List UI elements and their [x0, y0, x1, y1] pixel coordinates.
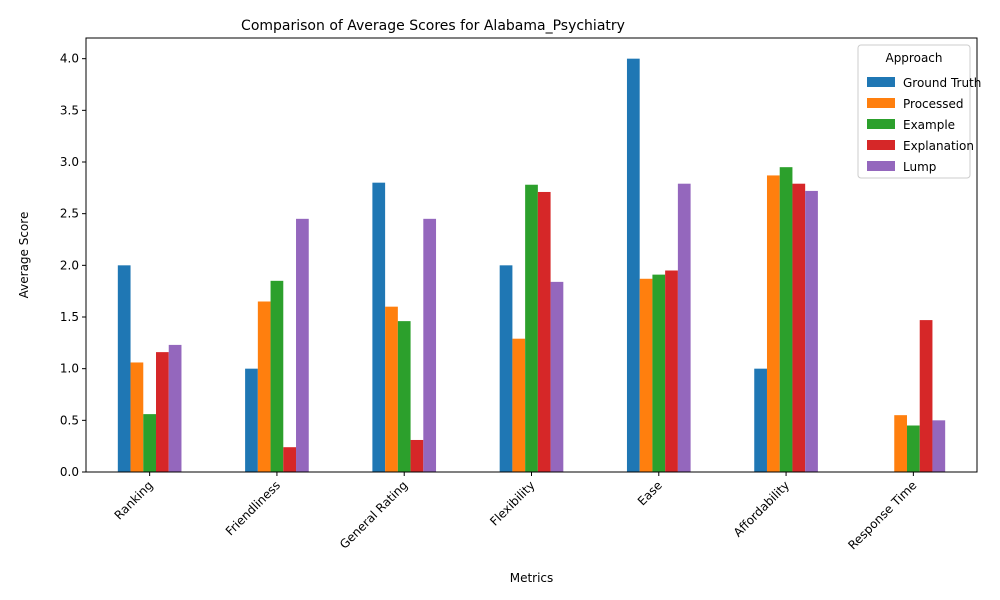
bar-ground-truth-flexibility: [499, 265, 513, 472]
y-tick-label: 3.5: [60, 103, 79, 117]
bar-ground-truth-affordability: [754, 368, 767, 472]
x-tick-label: Ease: [635, 478, 665, 508]
x-tick-label: General Rating: [337, 478, 410, 551]
legend-label: Lump: [903, 160, 936, 174]
legend-swatch: [867, 140, 895, 150]
bar-example-flexibility: [525, 184, 538, 473]
bar-example-general-rating: [397, 321, 411, 472]
bar-processed-flexibility: [512, 338, 526, 472]
legend-label: Explanation: [903, 139, 974, 153]
bar-processed-general-rating: [385, 306, 398, 472]
legend: Approach Ground Truth Processed Example Exp…: [857, 44, 981, 179]
legend-swatch: [867, 77, 895, 87]
bar-lump-ease: [677, 183, 691, 472]
legend-swatch: [867, 119, 895, 129]
bar-example-response-time: [906, 425, 920, 472]
y-ticks: 0.0 0.5 1.0 1.5 2.0 2.5 3.0 3.5 4.0: [60, 52, 86, 479]
bar-example-affordability: [779, 167, 793, 473]
bar-example-ranking: [143, 414, 157, 472]
y-tick-label: 0.0: [60, 465, 79, 479]
bar-explanation-ease: [665, 270, 678, 472]
bar-lump-friendliness: [296, 218, 309, 472]
bar-processed-ease: [639, 278, 653, 472]
x-ticks: Ranking Friendliness General Rating Flexibi…: [112, 472, 919, 552]
bar-lump-ranking: [168, 344, 182, 472]
bar-example-friendliness: [270, 280, 284, 472]
legend-label: Ground Truth: [903, 76, 981, 90]
y-tick-label: 2.5: [60, 207, 79, 221]
x-tick-label: Response Time: [845, 478, 919, 552]
y-tick-label: 4.0: [60, 52, 79, 66]
bar-lump-affordability: [805, 190, 818, 472]
x-tick-label: Affordability: [731, 478, 792, 539]
bar-explanation-flexibility: [537, 191, 551, 472]
bar-processed-response-time: [894, 415, 907, 472]
x-tick-label: Ranking: [112, 478, 156, 522]
legend-title: Approach: [885, 51, 942, 65]
bar-lump-flexibility: [550, 281, 564, 472]
bar-processed-ranking: [130, 362, 144, 472]
legend-label: Processed: [903, 97, 964, 111]
x-tick-label: Friendliness: [223, 478, 283, 538]
y-tick-label: 2.0: [60, 258, 79, 272]
y-tick-label: 1.5: [60, 310, 79, 324]
legend-swatch: [867, 98, 895, 108]
bar-explanation-ranking: [156, 352, 169, 472]
y-tick-label: 0.5: [60, 413, 79, 427]
bar-processed-affordability: [766, 175, 780, 472]
bar-ground-truth-ease: [626, 58, 640, 473]
x-tick-label: Flexibility: [487, 478, 537, 528]
x-axis-title: Metrics: [510, 571, 554, 585]
bar-ground-truth-friendliness: [245, 368, 258, 472]
bar-explanation-response-time: [919, 320, 933, 472]
bar-ground-truth-general-rating: [372, 182, 386, 473]
chart-title: Comparison of Average Scores for Alabama…: [241, 18, 625, 34]
legend-label: Example: [903, 118, 955, 132]
y-tick-label: 1.0: [60, 362, 79, 376]
bar-ground-truth-ranking: [117, 265, 131, 472]
bars-layer: [117, 58, 946, 473]
bar-explanation-affordability: [792, 183, 806, 472]
y-tick-label: 3.0: [60, 155, 79, 169]
bar-processed-friendliness: [257, 301, 271, 472]
bar-explanation-friendliness: [283, 447, 297, 472]
bar-lump-response-time: [932, 420, 946, 472]
y-axis-title: Average Score: [17, 212, 31, 299]
legend-items: Ground Truth Processed Example Explanation L…: [867, 76, 981, 174]
legend-swatch: [867, 161, 895, 171]
bar-explanation-general-rating: [410, 439, 424, 472]
bar-example-ease: [652, 274, 666, 472]
bar-lump-general-rating: [423, 218, 437, 472]
